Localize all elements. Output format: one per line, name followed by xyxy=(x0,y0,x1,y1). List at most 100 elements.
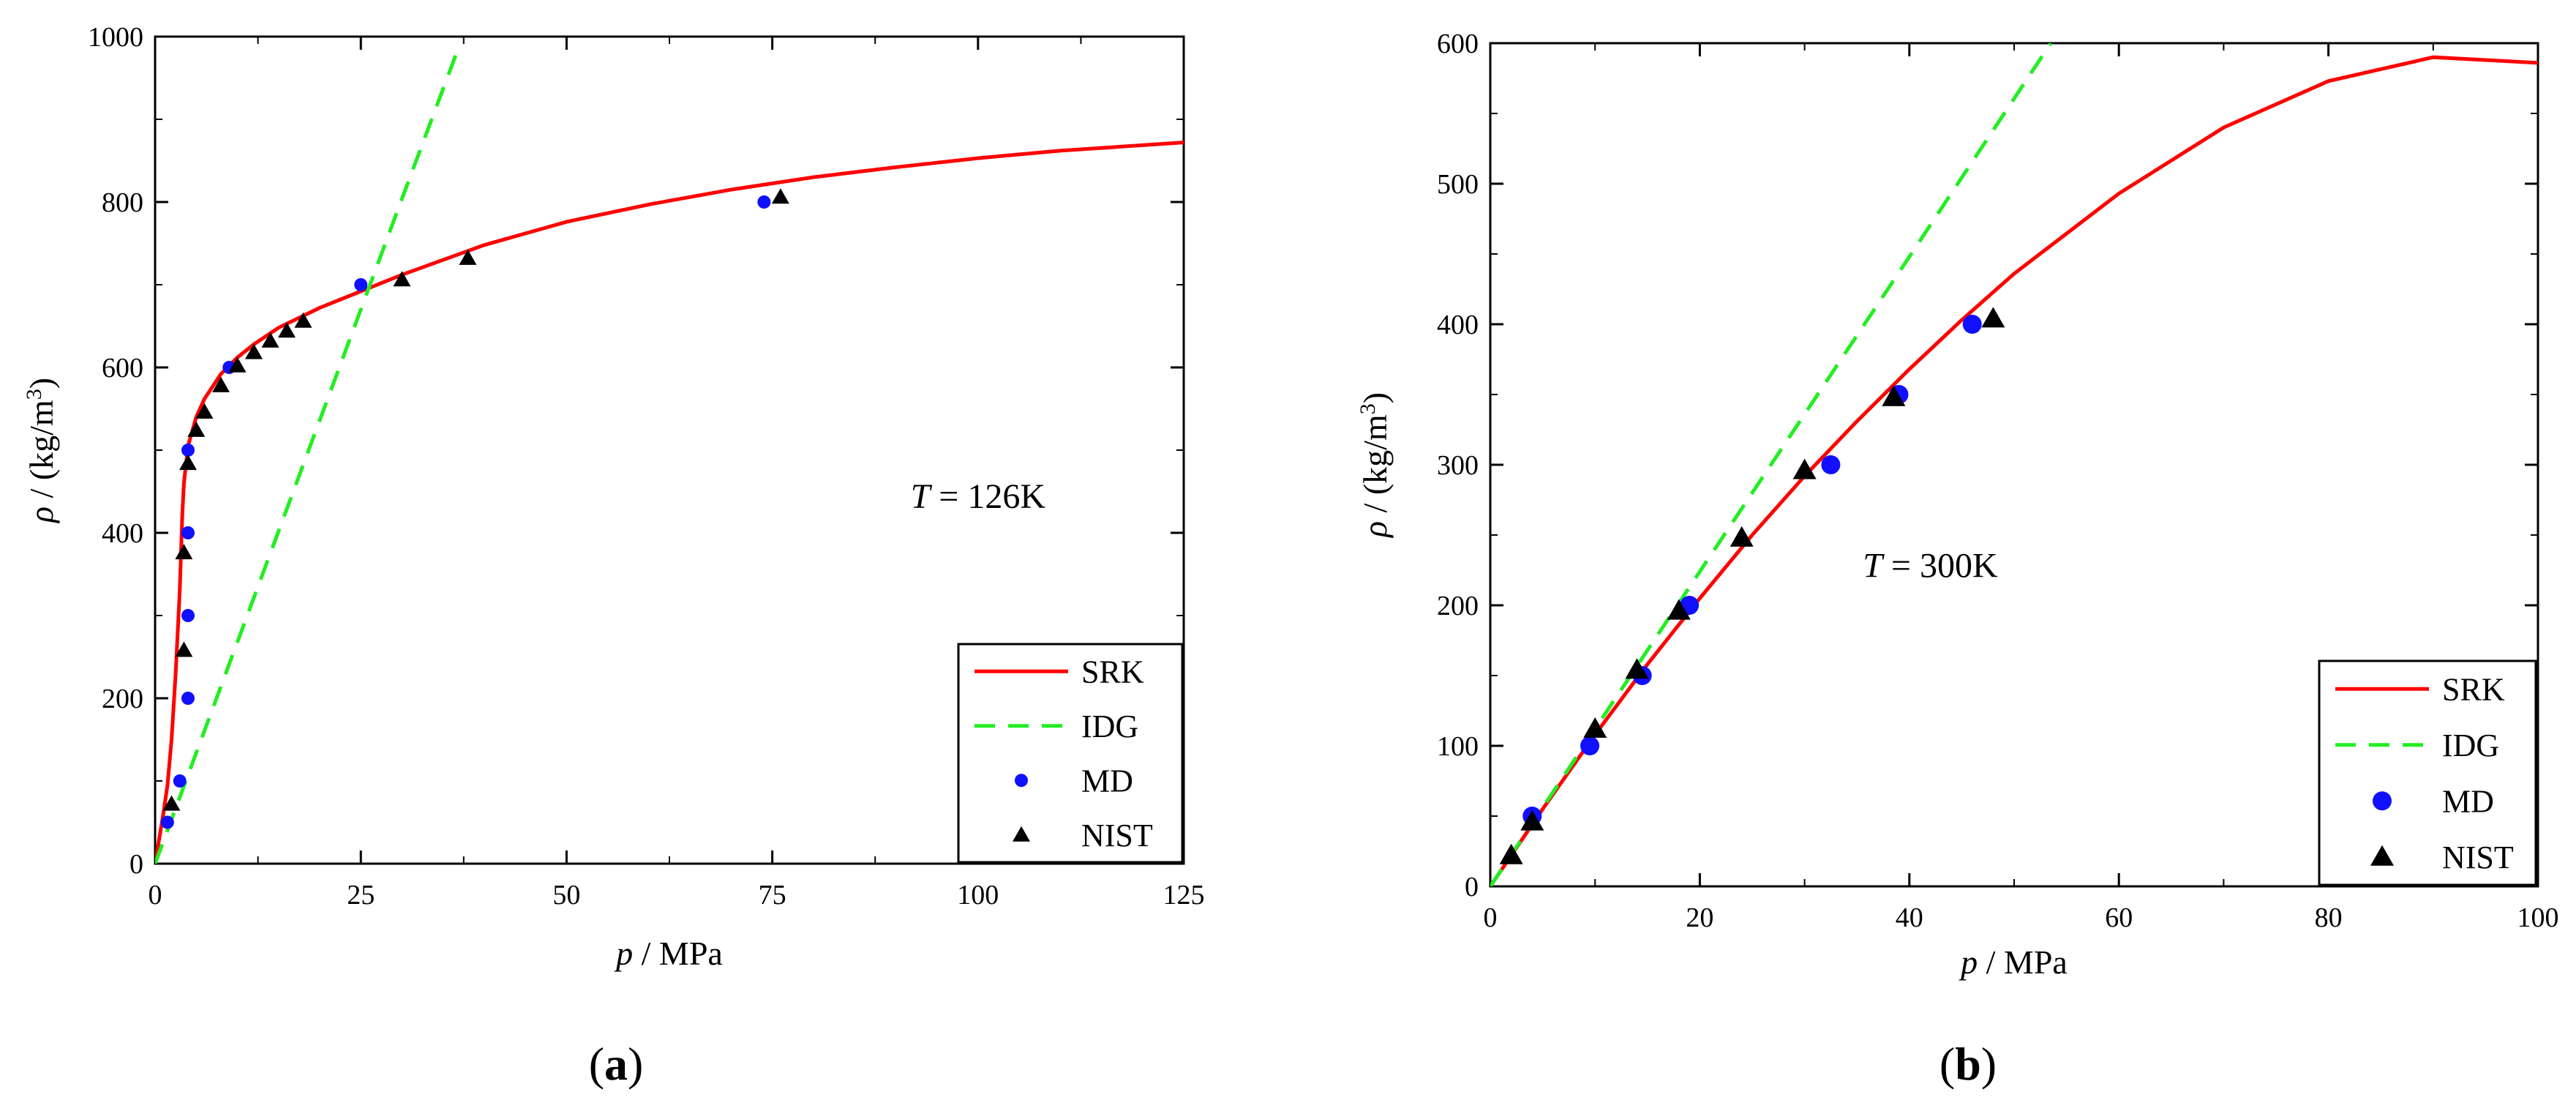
y-axis-sup: 3 xyxy=(22,389,46,400)
data-point-nist xyxy=(459,249,477,265)
data-point-md xyxy=(757,195,771,209)
x-tick-label: 25 xyxy=(347,880,375,911)
data-point-md xyxy=(1580,736,1600,755)
panel-label-letter: b xyxy=(1955,1038,1981,1090)
x-tick-label: 0 xyxy=(1484,902,1498,933)
y-axis-close: ) xyxy=(23,378,60,389)
x-axis-var: p xyxy=(1959,943,1978,981)
y-axis-sup: 3 xyxy=(1356,403,1380,414)
data-point-nist xyxy=(1667,599,1691,620)
panel-label-open: ( xyxy=(589,1038,604,1090)
legend-box xyxy=(2318,659,2537,886)
data-point-nist xyxy=(1730,526,1754,547)
legend-label-idg: IDG xyxy=(1081,708,1138,744)
panel-label-close: ) xyxy=(628,1038,643,1090)
data-point-nist xyxy=(175,641,193,657)
legend: SRK IDG MD NIST xyxy=(2318,659,2537,886)
series-line-idg xyxy=(155,44,462,864)
y-axis-title: ρ / (kg/m3) xyxy=(22,378,61,524)
legend-label-srk: SRK xyxy=(1081,654,1144,689)
x-axis-title: p / MPa xyxy=(1959,943,2068,981)
data-point-nist xyxy=(179,455,197,471)
y-tick-label: 0 xyxy=(1465,872,1479,902)
series-line-srk xyxy=(1490,55,2538,886)
y-axis-var: ρ xyxy=(1356,521,1394,539)
data-point-nist xyxy=(1520,810,1544,831)
data-point-md xyxy=(354,278,368,291)
panel-label: (b) xyxy=(1939,1038,1997,1090)
y-axis-unit: / (kg/m xyxy=(23,400,60,506)
x-tick-label: 100 xyxy=(957,880,999,911)
y-tick-label: 100 xyxy=(1437,731,1479,762)
data-point-md xyxy=(1015,774,1028,788)
y-tick-label: 1000 xyxy=(88,22,143,53)
y-tick-label: 500 xyxy=(1437,169,1479,200)
data-point-md xyxy=(181,692,195,705)
x-axis-unit: / MPa xyxy=(633,935,723,972)
data-point-nist xyxy=(771,188,789,204)
legend-label-srk: SRK xyxy=(2442,671,2505,707)
data-point-nist xyxy=(277,322,296,338)
series-line-srk xyxy=(155,141,1184,864)
legend-box xyxy=(957,643,1184,864)
series-line-idg xyxy=(1490,43,2053,886)
chart-panel-b: 0 20 40 60 80 100 0 100 200 300 400 500 600 T = 300K S… xyxy=(1356,29,2559,1090)
annotation-var: T xyxy=(911,477,933,516)
data-point-nist xyxy=(228,356,247,373)
data-point-nist xyxy=(393,271,411,287)
y-axis-var: ρ xyxy=(23,506,60,524)
x-tick-label: 80 xyxy=(2315,902,2343,933)
data-point-nist xyxy=(195,403,214,419)
data-point-nist xyxy=(1499,843,1523,864)
y-tick-label: 200 xyxy=(1437,591,1479,621)
x-tick-label: 100 xyxy=(2517,902,2559,933)
data-point-nist xyxy=(294,312,312,328)
y-tick-label: 400 xyxy=(102,518,143,549)
x-tick-label: 75 xyxy=(759,880,786,911)
data-point-md xyxy=(160,815,174,829)
annotation-value: = 126K xyxy=(930,477,1045,516)
y-tick-label: 400 xyxy=(1437,310,1479,340)
data-point-nist xyxy=(187,421,206,437)
panel-label-letter: a xyxy=(604,1038,628,1090)
data-point-nist xyxy=(1013,826,1030,842)
legend-label-nist: NIST xyxy=(1081,818,1153,853)
data-point-nist xyxy=(1625,658,1649,679)
chart-panel-a: 0 25 50 75 100 125 0 200 400 600 800 1000 T = 126K SR… xyxy=(22,22,1205,1090)
data-point-md xyxy=(181,609,195,622)
data-point-nist xyxy=(1981,307,2005,328)
data-point-nist xyxy=(244,343,263,359)
x-axis-var: p xyxy=(614,935,633,972)
temperature-annotation: T = 126K xyxy=(911,477,1046,516)
x-axis-unit: / MPa xyxy=(1978,943,2068,981)
plot-area xyxy=(155,44,1184,864)
data-point-nist xyxy=(1882,385,1906,406)
legend-label-idg: IDG xyxy=(2442,728,2499,763)
data-point-nist xyxy=(162,795,181,811)
legend-label-md: MD xyxy=(2442,783,2494,819)
y-tick-label: 800 xyxy=(102,187,143,218)
data-point-md xyxy=(181,444,195,457)
plot-area xyxy=(1490,43,2538,886)
x-tick-label: 50 xyxy=(552,880,580,911)
annotation-var: T xyxy=(1863,547,1885,586)
data-point-md xyxy=(1962,315,1982,334)
x-tick-label: 20 xyxy=(1686,902,1713,933)
y-axis-unit: / (kg/m xyxy=(1356,414,1394,521)
y-tick-label: 300 xyxy=(1437,450,1479,481)
temperature-annotation: T = 300K xyxy=(1863,547,1998,586)
data-point-nist xyxy=(211,376,230,392)
panel-label-open: ( xyxy=(1939,1038,1955,1090)
x-tick-label: 40 xyxy=(1896,902,1923,933)
data-point-md xyxy=(1821,455,1841,474)
y-axis-title: ρ / (kg/m3) xyxy=(1356,392,1394,539)
x-tick-label: 60 xyxy=(2105,902,2133,933)
legend-label-nist: NIST xyxy=(2442,840,2514,875)
data-point-nist xyxy=(261,332,279,348)
data-point-md xyxy=(173,774,187,788)
x-tick-label: 0 xyxy=(149,880,162,911)
y-tick-label: 600 xyxy=(102,353,143,384)
panel-label-close: ) xyxy=(1981,1038,1997,1090)
data-point-nist xyxy=(175,544,193,560)
